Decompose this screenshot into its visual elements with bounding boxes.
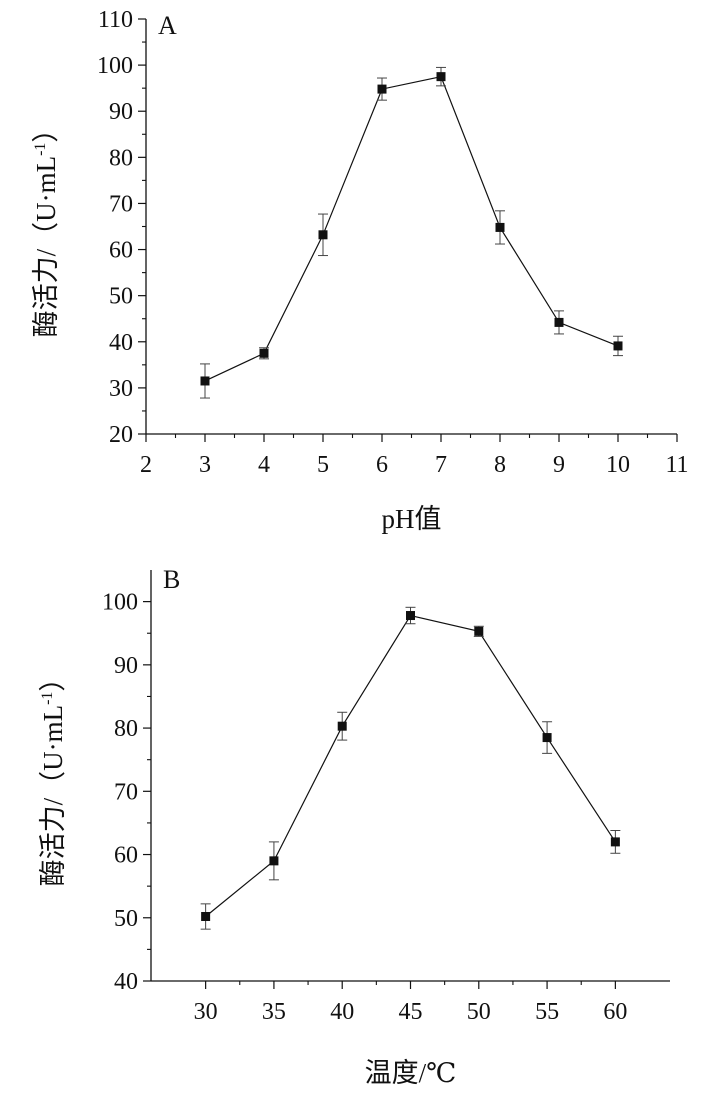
series-line xyxy=(205,614,616,917)
x-tick-label: 9 xyxy=(553,452,565,478)
x-axis-title: 温度/℃ xyxy=(365,1058,457,1088)
y-axis-title-close: ） xyxy=(38,665,68,692)
y-axis-title-main: 酶活力/（U·mL xyxy=(38,705,68,887)
y-tick-label: 60 xyxy=(114,843,138,869)
y-tick-label: 50 xyxy=(109,284,133,310)
x-tick-label: 7 xyxy=(435,452,447,478)
data-point xyxy=(542,733,552,743)
x-tick-label: 3 xyxy=(199,452,211,478)
x-tick-label: 40 xyxy=(330,999,354,1025)
y-tick-label: 100 xyxy=(102,590,138,616)
x-tick-label: 4 xyxy=(258,452,270,478)
x-tick-label: 6 xyxy=(376,452,388,478)
y-tick-label: 20 xyxy=(109,422,133,448)
y-tick-label: 70 xyxy=(109,191,133,217)
data-point xyxy=(337,721,347,731)
x-tick-label: 35 xyxy=(262,999,286,1025)
x-tick-label: 10 xyxy=(606,452,630,478)
x-tick-label: 55 xyxy=(535,999,559,1025)
x-tick-label: 60 xyxy=(603,999,627,1025)
data-point xyxy=(554,317,564,327)
data-point xyxy=(377,84,387,94)
y-tick-label: 50 xyxy=(114,906,138,932)
y-axis-title: 酶活力/（U·mL-1） xyxy=(31,116,61,338)
data-point xyxy=(259,348,269,358)
y-tick-label: 80 xyxy=(109,145,133,171)
y-tick-label: 80 xyxy=(114,716,138,742)
y-tick-label: 30 xyxy=(109,376,133,402)
y-axis-title-close: ） xyxy=(31,116,61,143)
x-axis-title: pH值 xyxy=(382,504,442,534)
panel-label: A xyxy=(158,11,177,40)
data-point xyxy=(406,611,415,621)
x-tick-label: 30 xyxy=(194,999,218,1025)
data-point xyxy=(201,912,211,922)
y-tick-label: 100 xyxy=(97,53,133,79)
y-axis-title-superscript: -1 xyxy=(39,692,56,705)
y-axis-title-main: 酶活力/（U·mL xyxy=(31,156,61,338)
y-tick-label: 90 xyxy=(114,653,138,679)
y-tick-label: 40 xyxy=(114,969,138,995)
y-axis-title-superscript: -1 xyxy=(32,143,49,156)
data-point xyxy=(613,341,623,351)
y-tick-label: 70 xyxy=(114,779,138,805)
x-tick-label: 8 xyxy=(494,452,506,478)
x-tick-label: 5 xyxy=(317,452,329,478)
chart-panel-2: 30 35 40 45 50 55 60 40 50 60 70 80 90 100 B 温度/℃ 酶活力/（U… xyxy=(38,565,670,1088)
data-point xyxy=(200,376,210,386)
data-point xyxy=(436,72,446,82)
x-tick-label: 11 xyxy=(665,452,688,478)
data-point xyxy=(318,230,328,240)
x-tick-label: 2 xyxy=(140,452,152,478)
data-point xyxy=(269,856,279,866)
x-tick-label: 50 xyxy=(467,999,491,1025)
y-tick-label: 40 xyxy=(109,330,133,356)
y-axis-title: 酶活力/（U·mL-1） xyxy=(38,665,68,887)
y-tick-label: 110 xyxy=(98,7,133,33)
y-tick-label: 90 xyxy=(109,99,133,125)
x-tick-label: 45 xyxy=(399,999,423,1025)
data-point xyxy=(610,837,620,847)
data-point xyxy=(495,222,505,232)
y-tick-label: 60 xyxy=(109,238,133,264)
panel-label: B xyxy=(163,565,180,594)
series-line xyxy=(204,75,619,382)
data-point xyxy=(474,626,484,636)
